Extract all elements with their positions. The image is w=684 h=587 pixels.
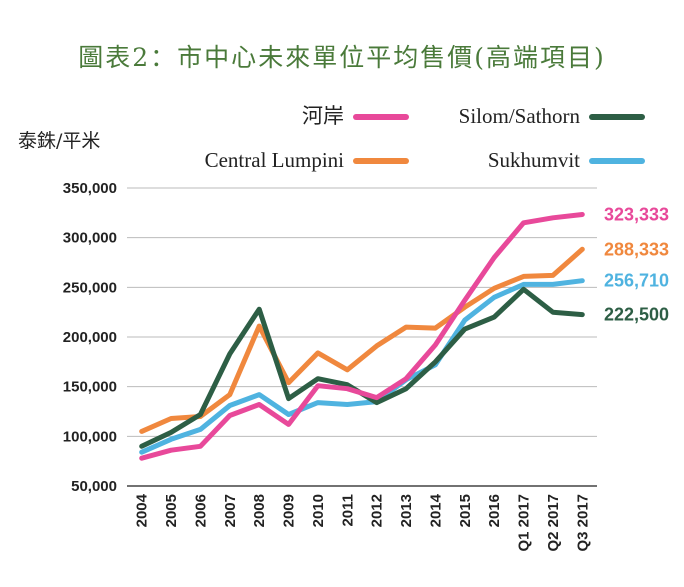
x-tick-label: Q1 2017 (516, 494, 533, 552)
x-tick-label: 2011 (339, 494, 356, 527)
y-tick-label: 350,000 (63, 180, 117, 197)
end-value-label: 256,710 (604, 271, 669, 291)
end-value-label: 222,500 (604, 305, 669, 325)
legend-label: 河岸 (302, 104, 344, 128)
x-tick-label: 2013 (398, 494, 415, 527)
legend-label: Central Lumpini (205, 148, 345, 172)
y-tick-label: 100,000 (63, 428, 117, 445)
x-tick-label: 2015 (457, 494, 474, 527)
legend-label: Sukhumvit (488, 148, 580, 172)
x-tick-label: 2010 (310, 494, 327, 527)
x-tick-label: 2012 (369, 494, 386, 527)
y-axis-label: 泰銖/平米 (18, 130, 101, 152)
x-tick-label: 2005 (163, 494, 180, 527)
y-tick-label: 50,000 (71, 478, 117, 495)
x-tick-label: 2004 (134, 493, 151, 527)
y-tick-label: 150,000 (63, 379, 117, 396)
y-tick-label: 300,000 (63, 230, 117, 247)
x-tick-label: 2006 (192, 494, 209, 527)
series-line (139, 212, 585, 461)
x-tick-label: 2016 (486, 494, 503, 527)
y-tick-label: 250,000 (63, 279, 117, 296)
x-tick-label: 2014 (427, 493, 444, 527)
x-tick-label: 2009 (281, 494, 298, 527)
end-value-label: 323,333 (604, 204, 669, 224)
x-tick-label: 2008 (251, 494, 268, 527)
x-tick-label: Q2 2017 (545, 494, 562, 552)
series-line (139, 278, 585, 455)
y-tick-label: 200,000 (63, 329, 117, 346)
legend-label: Silom/Sathorn (459, 104, 581, 128)
x-tick-label: 2007 (222, 494, 239, 527)
end-value-label: 288,333 (604, 239, 669, 259)
chart-title: 圖表2：市中心未來單位平均售價(高端項目) (78, 43, 606, 72)
series-line (139, 246, 585, 434)
x-tick-label: Q3 2017 (574, 494, 591, 552)
